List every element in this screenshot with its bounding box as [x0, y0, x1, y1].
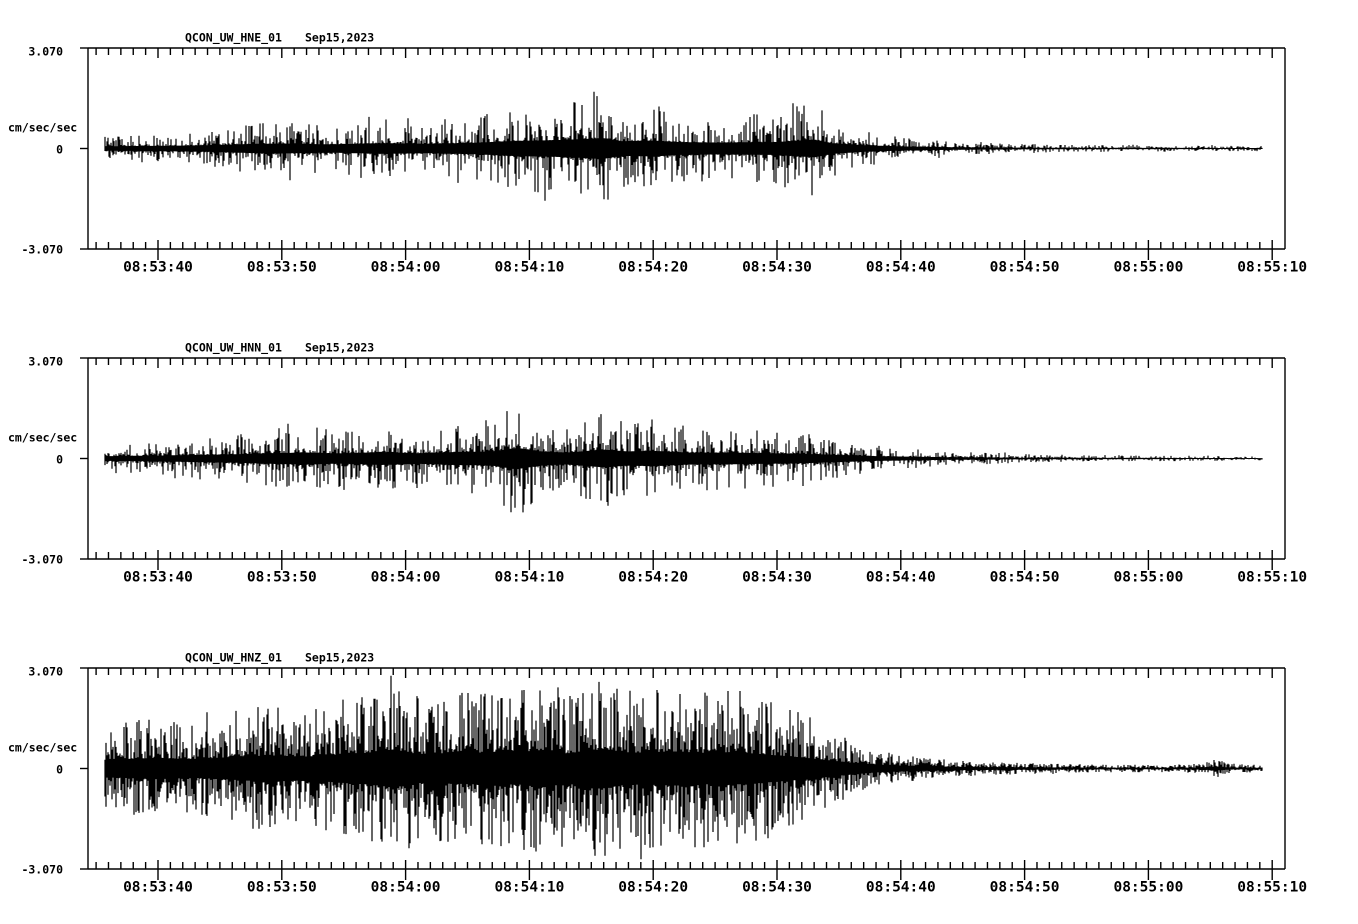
y-zero-label: 0 [56, 143, 63, 157]
x-tick-label: 08:54:00 [371, 880, 441, 896]
y-zero-label: 0 [56, 763, 63, 777]
y-max-label: 3.070 [28, 665, 63, 679]
x-tick-label: 08:54:10 [494, 880, 564, 896]
date-label: Sep15,2023 [305, 341, 374, 355]
x-tick-label: 08:54:40 [866, 570, 936, 586]
panel-QCON_UW_HNE_01: 08:53:40 08:53:50 08:54:00 08:54:10 08:54:20… [8, 31, 1307, 276]
station-channel-title: QCON_UW_HNZ_01 [185, 651, 282, 666]
units-label: cm/sec/sec [8, 121, 77, 135]
x-tick-label: 08:55:10 [1237, 260, 1307, 276]
x-tick-label: 08:54:50 [990, 880, 1060, 896]
station-channel-title: QCON_UW_HNN_01 [185, 341, 282, 356]
x-tick-label: 08:54:40 [866, 260, 936, 276]
y-min-label: -3.070 [21, 243, 63, 257]
y-zero-label: 0 [56, 453, 63, 467]
x-tick-label: 08:54:10 [494, 570, 564, 586]
date-label: Sep15,2023 [305, 31, 374, 45]
x-tick-label: 08:53:50 [247, 570, 317, 586]
x-tick-label: 08:53:50 [247, 880, 317, 896]
x-tick-label: 08:54:40 [866, 880, 936, 896]
x-tick-label: 08:53:40 [123, 570, 193, 586]
x-tick-label: 08:54:20 [618, 260, 688, 276]
x-tick-label: 08:54:30 [742, 570, 812, 586]
x-tick-label: 08:53:40 [123, 880, 193, 896]
x-tick-label: 08:55:10 [1237, 570, 1307, 586]
y-max-label: 3.070 [28, 45, 63, 59]
x-tick-label: 08:54:00 [371, 260, 441, 276]
waveform-trace-QCON_UW_HNZ_01 [104, 675, 1263, 860]
x-tick-label: 08:54:10 [494, 260, 564, 276]
y-max-label: 3.070 [28, 355, 63, 369]
units-label: cm/sec/sec [8, 431, 77, 445]
x-tick-label: 08:55:00 [1113, 260, 1183, 276]
panel-QCON_UW_HNZ_01: 08:53:40 08:53:50 08:54:00 08:54:10 08:54:20… [8, 651, 1307, 896]
station-channel-title: QCON_UW_HNE_01 [185, 31, 282, 46]
x-tick-label: 08:55:00 [1113, 570, 1183, 586]
panel-QCON_UW_HNN_01: 08:53:40 08:53:50 08:54:00 08:54:10 08:54:20… [8, 341, 1307, 586]
waveform-trace-QCON_UW_HNN_01 [104, 411, 1263, 513]
x-tick-label: 08:53:50 [247, 260, 317, 276]
date-label: Sep15,2023 [305, 651, 374, 665]
units-label: cm/sec/sec [8, 741, 77, 755]
x-tick-label: 08:54:00 [371, 570, 441, 586]
x-tick-label: 08:54:20 [618, 570, 688, 586]
x-tick-label: 08:54:20 [618, 880, 688, 896]
x-tick-label: 08:55:10 [1237, 880, 1307, 896]
x-tick-label: 08:54:30 [742, 880, 812, 896]
x-tick-label: 08:54:50 [990, 260, 1060, 276]
y-min-label: -3.070 [21, 863, 63, 877]
x-tick-label: 08:53:40 [123, 260, 193, 276]
x-tick-label: 08:55:00 [1113, 880, 1183, 896]
waveform-trace-QCON_UW_HNE_01 [104, 91, 1263, 201]
x-tick-label: 08:54:30 [742, 260, 812, 276]
y-min-label: -3.070 [21, 553, 63, 567]
x-tick-label: 08:54:50 [990, 570, 1060, 586]
